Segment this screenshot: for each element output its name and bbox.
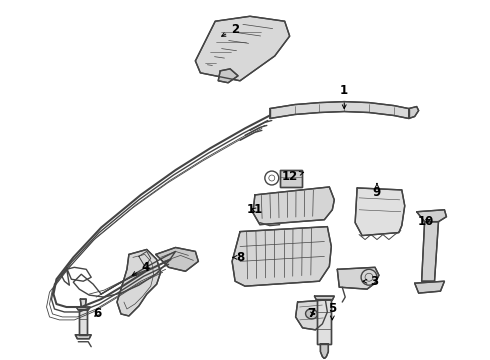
Polygon shape bbox=[355, 188, 405, 235]
Text: 8: 8 bbox=[233, 251, 244, 264]
Polygon shape bbox=[337, 267, 379, 289]
Text: 1: 1 bbox=[340, 84, 348, 109]
Text: 10: 10 bbox=[417, 215, 434, 228]
Text: 4: 4 bbox=[132, 261, 150, 275]
Text: 2: 2 bbox=[221, 23, 239, 36]
Polygon shape bbox=[280, 170, 301, 187]
Polygon shape bbox=[416, 210, 446, 222]
Polygon shape bbox=[156, 247, 198, 271]
Polygon shape bbox=[318, 299, 331, 344]
Polygon shape bbox=[253, 187, 334, 225]
Text: 6: 6 bbox=[93, 307, 101, 320]
Polygon shape bbox=[80, 299, 86, 307]
Polygon shape bbox=[232, 227, 331, 286]
Text: 9: 9 bbox=[373, 184, 381, 199]
Text: 11: 11 bbox=[247, 203, 263, 216]
Polygon shape bbox=[218, 69, 238, 83]
Polygon shape bbox=[421, 222, 439, 281]
Text: 5: 5 bbox=[328, 302, 337, 320]
Polygon shape bbox=[409, 107, 418, 118]
Polygon shape bbox=[315, 296, 334, 300]
Polygon shape bbox=[415, 281, 444, 293]
Polygon shape bbox=[295, 300, 327, 330]
Polygon shape bbox=[196, 16, 290, 81]
Text: 12: 12 bbox=[282, 170, 304, 183]
Polygon shape bbox=[117, 249, 161, 316]
Text: 7: 7 bbox=[307, 307, 316, 320]
Polygon shape bbox=[76, 307, 90, 310]
Polygon shape bbox=[75, 335, 91, 339]
Polygon shape bbox=[320, 344, 328, 359]
Text: 3: 3 bbox=[363, 275, 378, 288]
Polygon shape bbox=[79, 309, 87, 335]
Polygon shape bbox=[270, 102, 409, 118]
Ellipse shape bbox=[306, 309, 318, 319]
